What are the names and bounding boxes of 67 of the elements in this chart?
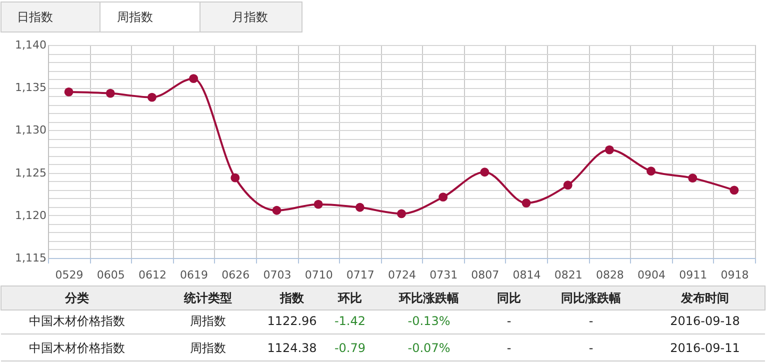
text: 环比 <box>337 291 362 305</box>
point <box>189 74 198 84</box>
x-tick-label: 0612 <box>138 268 166 282</box>
point <box>480 168 490 177</box>
x-tick-label: 0911 <box>679 268 708 282</box>
point <box>230 173 240 182</box>
text: 中国木材价格指数 <box>29 314 125 328</box>
text: 环比涨跌幅 <box>398 291 459 305</box>
y-tick-label: 1,135 <box>15 81 46 94</box>
x-tick-label: 0904 <box>638 268 666 282</box>
point <box>522 198 531 208</box>
point <box>106 88 115 98</box>
point <box>730 186 739 195</box>
point <box>397 209 406 218</box>
point <box>272 206 282 215</box>
text: - <box>506 341 512 355</box>
text: -0.13% <box>408 314 450 328</box>
x-tick-label: 0717 <box>346 268 374 282</box>
text: 日指数 <box>17 10 53 24</box>
y-tick-label: 1,125 <box>15 166 46 180</box>
x-tick-label: 0529 <box>55 268 84 282</box>
x-tick-label: 0710 <box>304 268 333 282</box>
point <box>64 87 74 96</box>
text: 月指数 <box>232 10 268 24</box>
text: 周指数 <box>190 341 226 355</box>
x-tick-label: 0619 <box>180 268 208 282</box>
text: 1122.96 <box>267 314 317 328</box>
y-tick-label: 1,115 <box>15 252 46 264</box>
point <box>355 202 364 212</box>
point <box>563 180 572 190</box>
text: -0.07% <box>408 341 450 355</box>
text: 分类 <box>64 291 89 305</box>
y-tick-label: 1,130 <box>15 124 46 137</box>
x-tick-label: 0605 <box>96 268 125 282</box>
x-tick-label: 0814 <box>512 268 541 282</box>
y-tick-label: 1,120 <box>15 208 46 222</box>
text: -1.42 <box>334 314 366 328</box>
text: - <box>506 314 512 328</box>
text: -0.79 <box>334 341 366 355</box>
point <box>604 145 614 154</box>
text: 同比涨跌幅 <box>561 291 621 305</box>
x-tick-label: 0703 <box>263 268 292 282</box>
x-tick-label: 0918 <box>720 268 749 282</box>
point <box>438 192 448 202</box>
point <box>688 174 698 183</box>
text: 周指数 <box>117 10 153 24</box>
point <box>646 166 656 176</box>
text: 统计类型 <box>183 291 232 305</box>
text: 同比 <box>497 291 521 305</box>
text: 2016-09-18 <box>670 314 740 328</box>
x-tick-label: 0724 <box>388 268 416 282</box>
text: 周指数 <box>190 314 226 328</box>
point <box>148 92 156 102</box>
x-tick-label: 0828 <box>596 268 624 282</box>
text: 指数 <box>279 291 305 305</box>
x-tick-label: 0626 <box>222 268 250 282</box>
text: 2016-09-11 <box>670 341 740 355</box>
x-tick-label: 0821 <box>554 268 582 282</box>
text: 发布时间 <box>680 291 729 305</box>
text: - <box>588 341 594 355</box>
text: 1124.38 <box>267 341 317 355</box>
text: 中国木材价格指数 <box>29 341 125 355</box>
point <box>314 200 323 209</box>
y-tick-label: 1,140 <box>15 38 46 52</box>
x-tick-label: 0807 <box>471 268 500 282</box>
x-tick-label: 0731 <box>430 268 458 282</box>
text: - <box>588 314 594 328</box>
